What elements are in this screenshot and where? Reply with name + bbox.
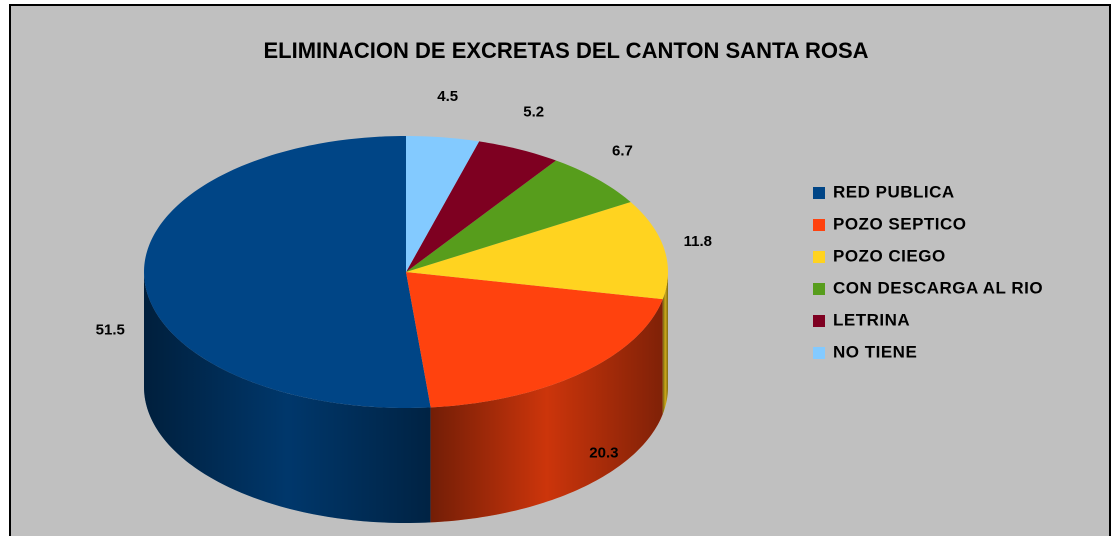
legend-label: NO TIENE xyxy=(833,342,917,361)
legend-swatch xyxy=(813,251,825,263)
chart-title: ELIMINACION DE EXCRETAS DEL CANTON SANTA… xyxy=(263,38,868,63)
slice-side-shade xyxy=(662,272,668,415)
legend-swatch xyxy=(813,187,825,199)
slice xyxy=(406,141,556,272)
legend-swatch xyxy=(813,315,825,327)
slice xyxy=(406,272,663,408)
data-label: 20.3 xyxy=(589,444,618,461)
legend-swatch xyxy=(813,283,825,295)
slice xyxy=(406,136,480,272)
legend-label: CON DESCARGA AL RIO xyxy=(833,278,1043,297)
data-label: 6.7 xyxy=(612,142,633,159)
legend-label: POZO SEPTICO xyxy=(833,214,967,233)
legend-swatch xyxy=(813,219,825,231)
legend-swatch xyxy=(813,347,825,359)
slice xyxy=(406,160,631,272)
slice-side-shade xyxy=(144,272,431,523)
legend-label: LETRINA xyxy=(833,310,910,329)
legend-label: RED PUBLICA xyxy=(833,182,955,201)
legend-label: POZO CIEGO xyxy=(833,246,946,265)
data-label: 5.2 xyxy=(523,103,544,120)
slice xyxy=(406,202,668,300)
data-label: 11.8 xyxy=(684,233,712,250)
data-label: 51.5 xyxy=(96,321,125,338)
slice-side-shade xyxy=(430,299,663,523)
slice xyxy=(144,136,431,408)
data-label: 4.5 xyxy=(437,88,458,105)
